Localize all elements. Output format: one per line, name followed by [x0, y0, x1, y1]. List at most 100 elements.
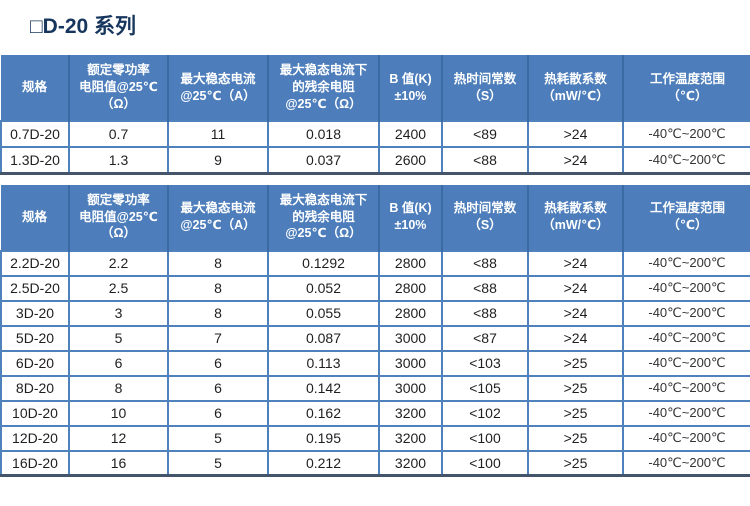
spec-value-cell: <105 [441, 374, 529, 402]
spec-value-cell: -40℃~200℃ [622, 274, 750, 302]
spec-value-cell: 2800 [378, 299, 443, 327]
spec-value-cell: -40℃~200℃ [622, 146, 750, 174]
column-header-4: B 值(K) ±10% [378, 55, 442, 121]
spec-value-cell: 16 [68, 449, 169, 477]
spec-model-cell: 6D-20 [0, 349, 70, 377]
spec-value-cell: 8 [167, 274, 269, 302]
column-header-0: 规格 [1, 55, 69, 121]
spec-value-cell: 2800 [378, 274, 443, 302]
spec-value-cell: <103 [441, 349, 529, 377]
column-header-6: 热耗散系数 （mW/℃） [527, 55, 623, 121]
column-header-1: 额定零功率 电阻值@25℃ （Ω） [68, 184, 168, 251]
spec-value-cell: 6 [68, 349, 169, 377]
spec-value-cell: 0.018 [267, 120, 380, 148]
spec-value-cell: <102 [441, 399, 529, 427]
spec-value-cell: 3 [68, 299, 169, 327]
spec-value-cell: >25 [527, 349, 624, 377]
column-header-3: 最大稳态电流下 的残余电阻 @25℃（Ω） [267, 184, 379, 251]
spec-value-cell: >24 [527, 299, 624, 327]
spec-model-cell: 8D-20 [0, 374, 70, 402]
spec-value-cell: 11 [167, 120, 269, 148]
spec-model-cell: 12D-20 [0, 424, 70, 452]
spec-value-cell: 0.162 [267, 399, 380, 427]
table-row: 0.7D-20 0.7 11 0.018 2400 <89 >24 -40℃~200℃ [0, 120, 750, 148]
header-row: 规格 额定零功率 电阻值@25℃ （Ω） 最大稳态电流 @25℃（A） 最大稳态电流下… [1, 55, 750, 121]
spec-value-cell: 5 [167, 449, 269, 477]
spec-value-cell: -40℃~200℃ [622, 249, 750, 277]
spec-value-cell: 2.2 [68, 249, 169, 277]
spec-value-cell: 2.5 [68, 274, 169, 302]
spec-model-cell: 10D-20 [0, 399, 70, 427]
column-header-3: 最大稳态电流下 的残余电阻 @25℃（Ω） [267, 55, 379, 121]
spec-value-cell: <88 [441, 274, 529, 302]
spec-value-cell: <88 [441, 249, 529, 277]
spec-value-cell: 5 [167, 424, 269, 452]
spec-value-cell: 12 [68, 424, 169, 452]
spec-model-cell: 2.2D-20 [0, 249, 70, 277]
spec-value-cell: >24 [527, 274, 624, 302]
table-row: 10D-20 10 6 0.162 3200 <102 >25 -40℃~200℃ [0, 399, 750, 427]
spec-value-cell: >24 [527, 120, 624, 148]
table-row: 6D-20 6 6 0.113 3000 <103 >25 -40℃~200℃ [0, 349, 750, 377]
spec-value-cell: 6 [167, 374, 269, 402]
spec-value-cell: -40℃~200℃ [622, 349, 750, 377]
spec-value-cell: 3000 [378, 349, 443, 377]
spec-value-cell: -40℃~200℃ [622, 399, 750, 427]
spec-value-cell: >25 [527, 424, 624, 452]
spec-model-cell: 1.3D-20 [0, 146, 70, 174]
spec-value-cell: 8 [167, 299, 269, 327]
spec-value-cell: >24 [527, 249, 624, 277]
spec-table-low-resistance: 规格 额定零功率 电阻值@25℃ （Ω） 最大稳态电流 @25℃（A） 最大稳态电流下… [0, 55, 750, 175]
spec-value-cell: 2400 [378, 120, 443, 148]
spec-value-cell: >25 [527, 374, 624, 402]
table-row: 12D-20 12 5 0.195 3200 <100 >25 -40℃~200℃ [0, 424, 750, 452]
spec-value-cell: -40℃~200℃ [622, 374, 750, 402]
spec-value-cell: 6 [167, 399, 269, 427]
spec-model-cell: 2.5D-20 [0, 274, 70, 302]
table-row: 16D-20 16 5 0.212 3200 <100 >25 -40℃~200℃ [0, 449, 750, 477]
spec-value-cell: -40℃~200℃ [622, 299, 750, 327]
spec-value-cell: -40℃~200℃ [622, 120, 750, 148]
column-header-5: 热时间常数 （S） [441, 55, 528, 121]
spec-value-cell: 0.212 [267, 449, 380, 477]
spec-value-cell: <88 [441, 146, 529, 174]
spec-value-cell: 0.142 [267, 374, 380, 402]
column-header-2: 最大稳态电流 @25℃（A） [167, 184, 268, 251]
spec-value-cell: 0.037 [267, 146, 380, 174]
spec-value-cell: 6 [167, 349, 269, 377]
spec-model-cell: 5D-20 [0, 324, 70, 352]
spec-value-cell: 3200 [378, 399, 443, 427]
column-header-7: 工作温度范围 （℃） [622, 184, 750, 251]
spec-value-cell: 1.3 [68, 146, 169, 174]
column-header-5: 热时间常数 （S） [441, 184, 528, 251]
spec-value-cell: 2800 [378, 249, 443, 277]
spec-value-cell: <87 [441, 324, 529, 352]
spec-value-cell: 0.052 [267, 274, 380, 302]
table-row: 3D-20 3 8 0.055 2800 <88 >24 -40℃~200℃ [0, 299, 750, 327]
spec-value-cell: 0.1292 [267, 249, 380, 277]
spec-value-cell: >24 [527, 146, 624, 174]
header-row: 规格 额定零功率 电阻值@25℃ （Ω） 最大稳态电流 @25℃（A） 最大稳态电流下… [1, 184, 750, 251]
spec-value-cell: -40℃~200℃ [622, 324, 750, 352]
spec-value-cell: 0.113 [267, 349, 380, 377]
spec-value-cell: 0.7 [68, 120, 169, 148]
spec-value-cell: 3000 [378, 374, 443, 402]
spec-value-cell: 10 [68, 399, 169, 427]
spec-model-cell: 16D-20 [0, 449, 70, 477]
column-header-0: 规格 [1, 184, 69, 251]
column-header-7: 工作温度范围 （℃） [622, 55, 750, 121]
column-header-2: 最大稳态电流 @25℃（A） [167, 55, 268, 121]
spec-model-cell: 3D-20 [0, 299, 70, 327]
table-row: 1.3D-20 1.3 9 0.037 2600 <88 >24 -40℃~200℃ [0, 146, 750, 174]
spec-value-cell: <100 [441, 449, 529, 477]
spec-value-cell: >25 [527, 449, 624, 477]
spec-value-cell: 3200 [378, 449, 443, 477]
spec-value-cell: -40℃~200℃ [622, 449, 750, 477]
spec-value-cell: >25 [527, 399, 624, 427]
page-title: □D-20 系列 [30, 15, 137, 38]
column-header-4: B 值(K) ±10% [378, 184, 442, 251]
spec-value-cell: <88 [441, 299, 529, 327]
spec-value-cell: 5 [68, 324, 169, 352]
spec-value-cell: 0.055 [267, 299, 380, 327]
